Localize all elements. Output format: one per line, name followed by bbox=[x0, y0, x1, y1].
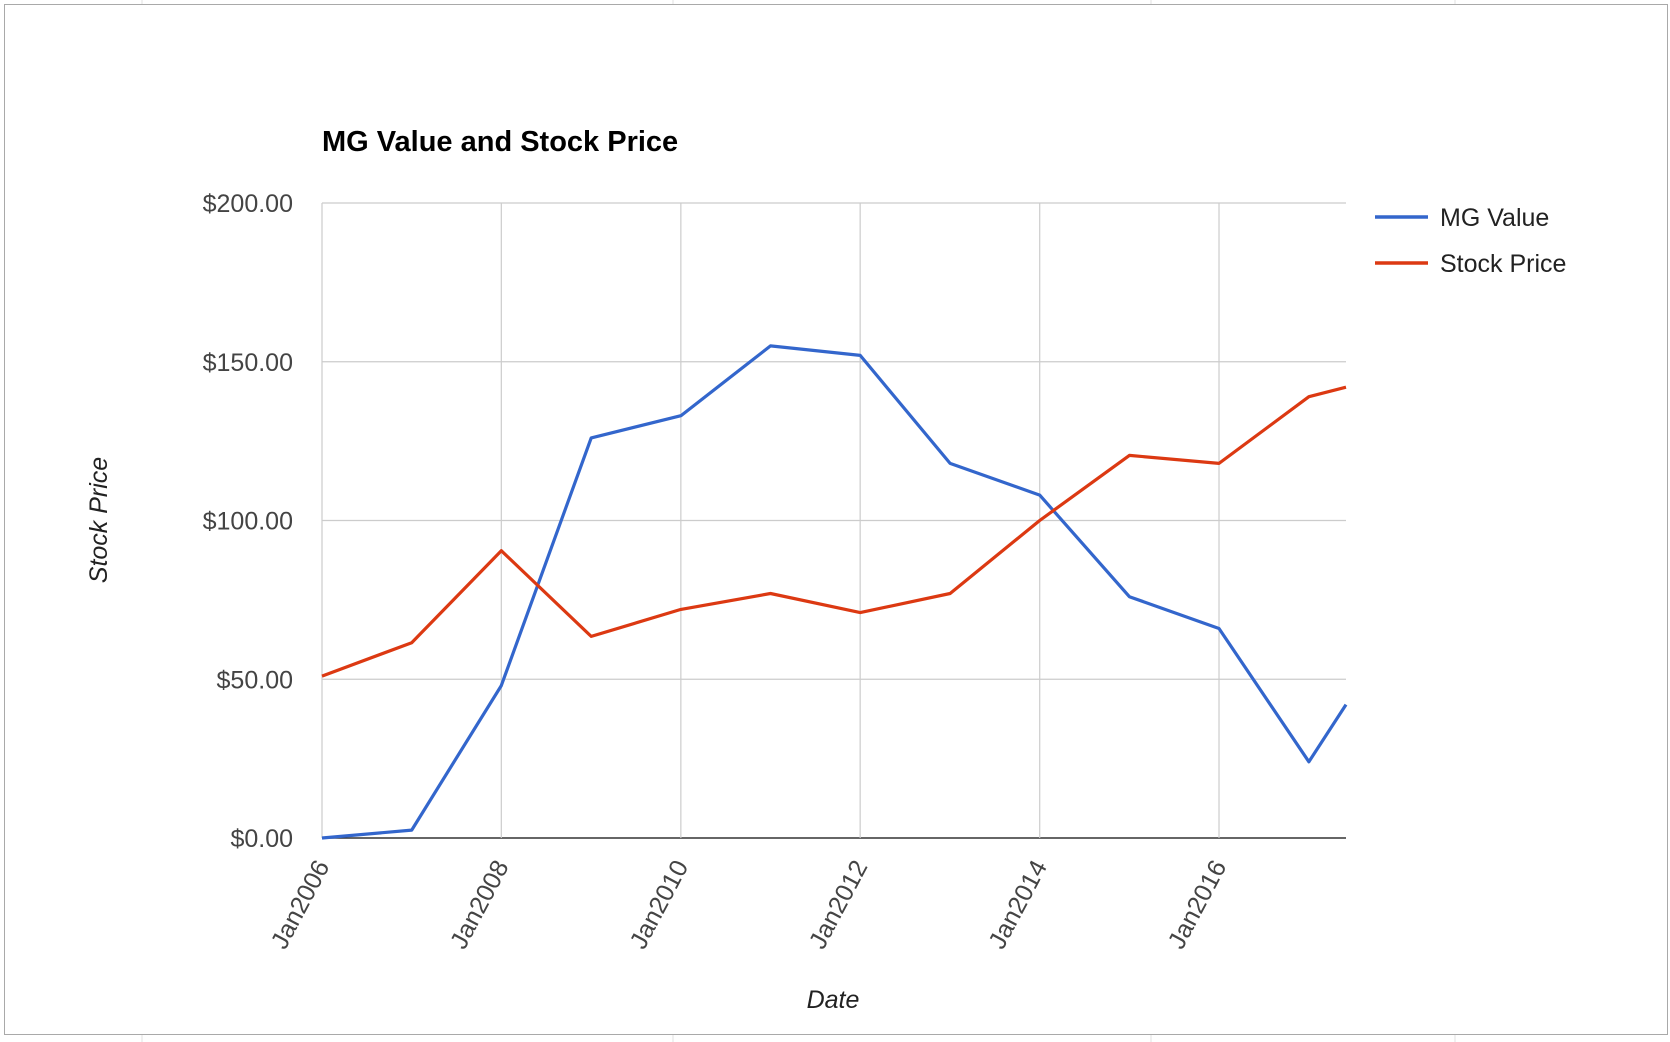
y-tick-label: $200.00 bbox=[203, 190, 293, 218]
y-tick-label: $150.00 bbox=[203, 349, 293, 377]
gridlines bbox=[321, 202, 1346, 839]
y-tick-label: $100.00 bbox=[203, 508, 293, 536]
x-tick-label: Jan2010 bbox=[624, 856, 694, 954]
y-tick-label: $50.00 bbox=[217, 666, 293, 694]
x-axis-label: Date bbox=[807, 986, 860, 1014]
y-axis-label: Stock Price bbox=[85, 457, 113, 583]
y-tick-label: $0.00 bbox=[230, 825, 293, 853]
series-lines bbox=[321, 344, 1348, 840]
series-line-mg-value[interactable] bbox=[321, 344, 1348, 840]
x-tick-label: Jan2008 bbox=[445, 856, 515, 954]
chart-title: MG Value and Stock Price bbox=[322, 126, 678, 158]
legend: MG Value Stock Price bbox=[1375, 204, 1566, 278]
series-line-stock-price[interactable] bbox=[321, 385, 1347, 678]
x-tick-label: Jan2016 bbox=[1163, 856, 1233, 954]
chart-container[interactable] bbox=[4, 4, 1668, 1035]
x-tick-label: Jan2006 bbox=[266, 856, 336, 954]
legend-label[interactable]: Stock Price bbox=[1440, 250, 1566, 278]
x-tick-label: Jan2014 bbox=[983, 856, 1053, 954]
legend-label[interactable]: MG Value bbox=[1440, 204, 1549, 232]
axis-tick-labels: $0.00 $50.00 $100.00 $150.00 $200.00 Jan2006 J… bbox=[203, 190, 1233, 954]
x-tick-label: Jan2012 bbox=[804, 856, 874, 954]
